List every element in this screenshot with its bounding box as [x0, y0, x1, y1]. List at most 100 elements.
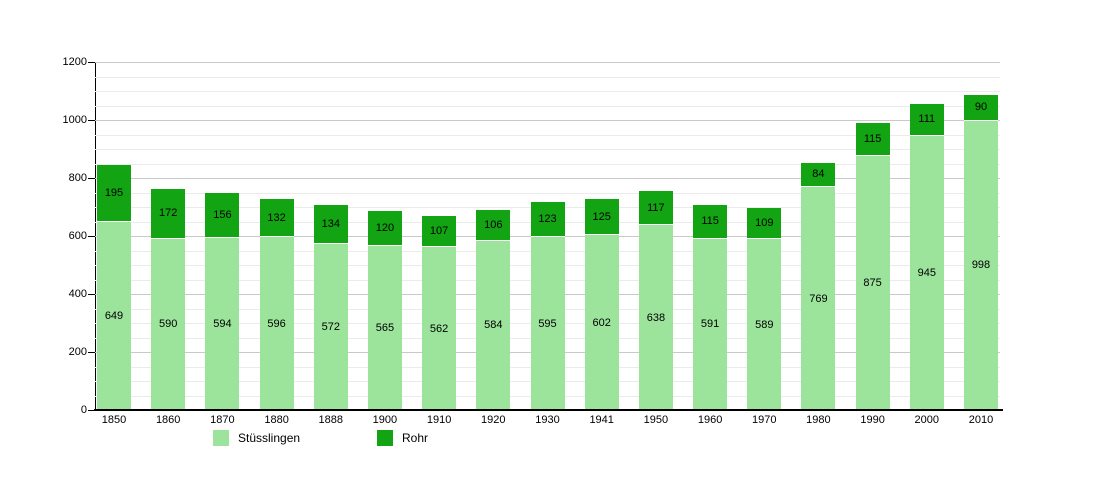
bar-value-label: 649	[104, 309, 124, 322]
bar-group-1920: 584 106	[476, 62, 511, 410]
x-axis-tick-label: 1910	[426, 414, 452, 426]
bar-segment-rohr: 115	[855, 122, 890, 157]
bar-value-label: 84	[812, 168, 825, 181]
bar-group-1941: 602 125	[584, 62, 619, 410]
bar-segment-rohr: 84	[801, 162, 836, 187]
minor-gridline	[95, 105, 1000, 107]
bar-segment-stuesslingen: 594	[205, 237, 240, 410]
legend: Stüsslingen Rohr	[0, 430, 1100, 450]
bar-segment-stuesslingen: 565	[367, 246, 402, 410]
legend-item-stuesslingen: Stüsslingen	[213, 430, 300, 446]
bar-segment-stuesslingen: 590	[151, 238, 186, 410]
y-axis-tick	[88, 294, 95, 295]
bar-value-label: 565	[375, 322, 395, 335]
bar-segment-rohr: 132	[259, 198, 294, 238]
bar-segment-stuesslingen: 649	[97, 221, 131, 410]
bar-group-1950: 638 117	[638, 62, 673, 410]
x-axis-tick-label: 1950	[643, 414, 669, 426]
bar-value-label: 90	[974, 101, 988, 114]
bar-value-label: 195	[104, 187, 124, 200]
bar-value-label: 172	[159, 207, 178, 220]
bar-segment-rohr: 111	[909, 103, 944, 136]
bar-segment-stuesslingen: 595	[530, 237, 565, 410]
bar-segment-rohr: 106	[476, 209, 511, 241]
bar-value-label: 115	[701, 215, 719, 228]
bar-group-1990: 875 115	[855, 62, 890, 410]
bar-group-1888: 572 134	[313, 62, 348, 410]
bar-group-2010: 998 90	[964, 62, 998, 410]
x-axis-line	[94, 409, 1003, 411]
y-axis-tick-label: 800	[68, 172, 87, 184]
x-axis-tick-label: 1920	[481, 414, 506, 426]
bar-value-label: 875	[863, 277, 882, 290]
x-axis-tick-label: 1900	[372, 414, 398, 426]
x-axis-tick-label: 2000	[914, 414, 940, 426]
bar-value-label: 769	[809, 292, 828, 305]
bar-value-label: 591	[700, 318, 720, 331]
legend-label-rohr: Rohr	[402, 431, 429, 445]
y-axis-tick-label: 600	[68, 230, 87, 242]
minor-gridline	[95, 76, 1000, 78]
legend-swatch-rohr	[377, 430, 393, 446]
x-axis-tick-label: 1930	[535, 414, 560, 426]
bar-segment-stuesslingen: 591	[693, 238, 728, 410]
bar-value-label: 590	[159, 318, 178, 331]
bar-group-1880: 596 132	[259, 62, 294, 410]
bar-value-label: 998	[971, 259, 991, 272]
bar-value-label: 115	[863, 133, 882, 145]
minor-gridline	[95, 192, 1000, 194]
y-axis-tick	[88, 178, 95, 179]
bar-segment-stuesslingen: 589	[747, 239, 782, 410]
bar-value-label: 120	[375, 222, 395, 235]
bar-value-label: 594	[213, 317, 232, 330]
x-axis-tick-label: 1860	[155, 414, 181, 426]
bar-group-1850: 649 195	[97, 62, 131, 410]
bar-group-1870: 594 156	[205, 62, 240, 410]
legend-label-stuesslingen: Stüsslingen	[238, 431, 301, 445]
bar-segment-stuesslingen: 945	[909, 135, 944, 410]
legend-swatch-stuesslingen	[213, 430, 229, 446]
bar-group-1980: 769 84	[801, 62, 836, 410]
bar-segment-rohr: 90	[964, 94, 998, 121]
x-axis-tick-label: 1850	[101, 414, 127, 426]
bar-value-label: 123	[538, 213, 557, 226]
bar-value-label: 596	[267, 317, 286, 330]
minor-gridline	[95, 149, 1000, 150]
bar-group-1860: 590 172	[151, 62, 186, 410]
bar-value-label: 572	[321, 321, 340, 334]
minor-gridline	[95, 163, 1000, 165]
bar-segment-stuesslingen: 572	[313, 244, 348, 410]
bar-segment-stuesslingen: 602	[584, 235, 619, 410]
major-gridline	[95, 178, 1000, 179]
bar-segment-rohr: 115	[693, 205, 728, 239]
y-axis-tick-label: 400	[68, 288, 87, 300]
bar-segment-rohr: 156	[205, 192, 240, 238]
x-axis-tick-label: 1870	[210, 414, 235, 426]
x-axis-tick-label: 1880	[264, 414, 289, 426]
y-axis-tick	[88, 120, 95, 121]
bar-value-label: 589	[755, 318, 774, 331]
bar-value-label: 595	[538, 317, 557, 330]
y-axis-tick	[88, 410, 95, 411]
bar-segment-rohr: 195	[97, 165, 131, 222]
x-axis-tick-label: 2010	[968, 414, 994, 426]
bar-value-label: 134	[321, 218, 340, 231]
bar-segment-rohr: 134	[313, 205, 348, 245]
x-axis-tick-label: 1960	[697, 414, 723, 426]
bar-group-2000: 945 111	[909, 62, 944, 410]
bar-value-label: 156	[213, 208, 232, 221]
bar-group-1960: 591 115	[693, 62, 728, 410]
major-gridline	[95, 120, 1000, 121]
bar-segment-rohr: 109	[747, 207, 782, 240]
y-axis-tick	[88, 352, 95, 353]
plot-area: 0 200 400 600 800 1000 1200 649 195 1850 590 172 186…	[63, 56, 1000, 426]
legend-item-rohr: Rohr	[377, 430, 428, 446]
bar-segment-stuesslingen: 584	[476, 240, 511, 410]
x-axis-tick-label: 1980	[806, 414, 831, 426]
x-axis-tick-label: 1941	[589, 414, 614, 426]
bar-value-label: 111	[918, 113, 936, 126]
bar-segment-stuesslingen: 562	[422, 247, 457, 410]
y-axis-tick-label: 1200	[62, 56, 87, 68]
y-axis-tick-label: 0	[80, 404, 87, 416]
